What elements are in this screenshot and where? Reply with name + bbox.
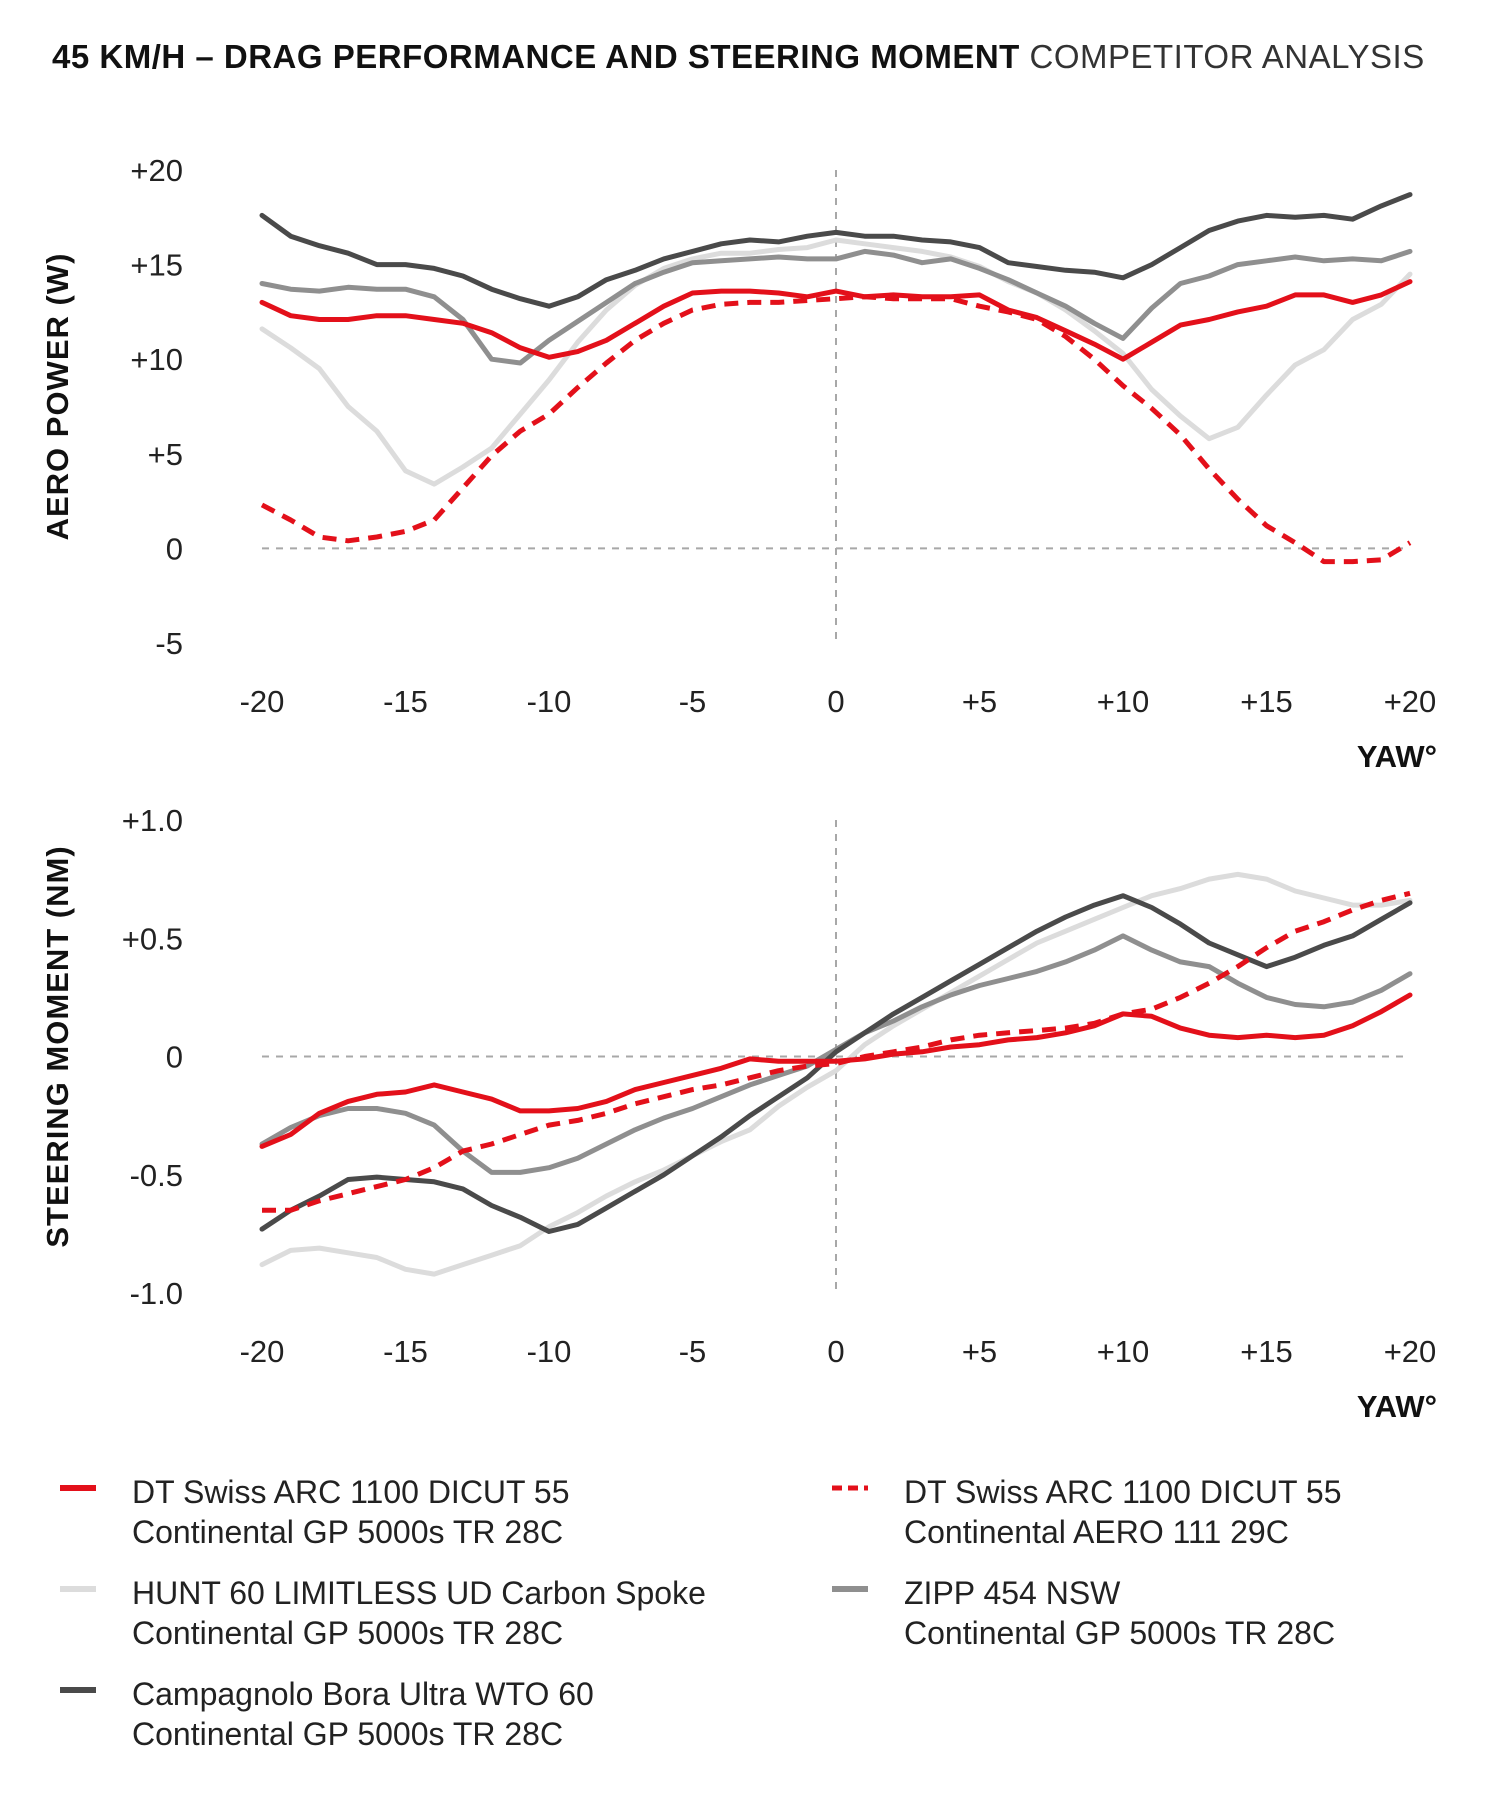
series-line-2	[259, 237, 1413, 487]
series-line-2	[259, 871, 1413, 1277]
chart-title: 45 KM/H – DRAG PERFORMANCE AND STEERING …	[52, 38, 1425, 76]
y-tick-label: +0.5	[122, 921, 183, 956]
y-tick-label: -5	[155, 626, 183, 661]
series-line-0	[259, 992, 1413, 1149]
y-tick-label: +10	[130, 342, 183, 377]
x-tick-label: +5	[962, 684, 997, 719]
series-line-4	[259, 893, 1413, 1234]
y-tick-label: +20	[130, 153, 183, 188]
x-tick-label: +10	[1097, 684, 1150, 719]
y-axis-label: AERO POWER (W)	[40, 253, 75, 541]
x-tick-label: 0	[827, 684, 844, 719]
series-line-1	[260, 294, 1412, 565]
x-tick-label: +20	[1384, 684, 1437, 719]
title-light: COMPETITOR ANALYSIS	[1029, 38, 1425, 75]
series-line-3	[259, 248, 1413, 366]
x-tick-label: -15	[383, 684, 428, 719]
x-tick-label: -10	[527, 1334, 572, 1369]
y-tick-label: +1.0	[122, 803, 183, 838]
x-tick-label: +20	[1384, 1334, 1437, 1369]
y-tick-label: 0	[166, 531, 183, 566]
series-line-4	[259, 192, 1413, 309]
x-tick-label: +15	[1240, 684, 1293, 719]
x-tick-label: -5	[679, 684, 707, 719]
x-tick-label: -10	[527, 684, 572, 719]
series-line-1	[262, 890, 1411, 1213]
x-axis-label: YAW°	[1357, 739, 1437, 774]
x-tick-label: -5	[679, 1334, 707, 1369]
x-axis-label: YAW°	[1357, 1389, 1437, 1424]
x-tick-label: +15	[1240, 1334, 1293, 1369]
x-tick-label: +10	[1097, 1334, 1150, 1369]
title-bold: 45 KM/H – DRAG PERFORMANCE AND STEERING …	[52, 38, 1020, 75]
x-tick-label: -20	[240, 684, 285, 719]
series-line-0	[259, 279, 1413, 362]
y-tick-label: +5	[148, 437, 183, 472]
x-tick-label: -20	[240, 1334, 285, 1369]
y-tick-label: 0	[166, 1040, 183, 1075]
y-tick-label: +15	[130, 248, 183, 283]
x-tick-label: -15	[383, 1334, 428, 1369]
x-tick-label: 0	[827, 1334, 844, 1369]
y-tick-label: -0.5	[130, 1158, 183, 1193]
x-tick-label: +5	[962, 1334, 997, 1369]
y-tick-label: -1.0	[130, 1276, 183, 1311]
y-axis-label: STEERING MOMENT (NM)	[40, 845, 75, 1247]
